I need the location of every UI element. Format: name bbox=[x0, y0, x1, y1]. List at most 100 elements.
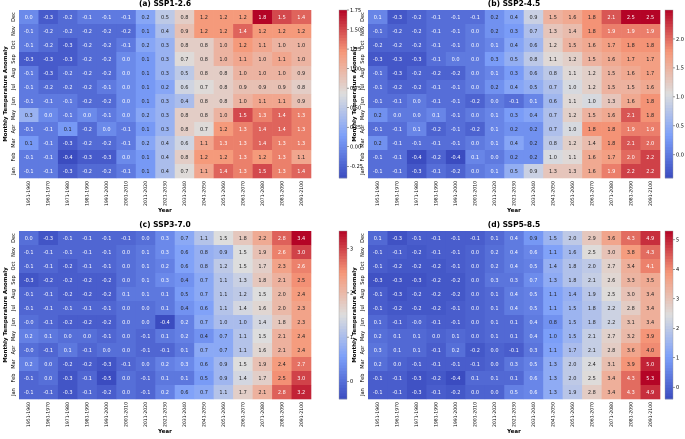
heatmap-cell bbox=[291, 52, 312, 67]
x-tick-label: 1961-1970 bbox=[46, 402, 52, 427]
colorbar-segment bbox=[339, 345, 347, 349]
colorbar-frame bbox=[664, 9, 674, 179]
colorbar-segment bbox=[339, 259, 347, 263]
colorbar-tick-label: 1 bbox=[676, 356, 679, 362]
cell-label: 1.2 bbox=[239, 292, 247, 298]
cell-label: 0.1 bbox=[142, 57, 150, 63]
heatmap-cell bbox=[465, 315, 486, 330]
heatmap-cell bbox=[484, 357, 505, 372]
y-tick-label: Jul bbox=[360, 84, 366, 91]
heatmap-cell bbox=[621, 329, 641, 344]
heatmap-cell bbox=[96, 38, 117, 53]
cell-label: -0.2 bbox=[82, 85, 92, 91]
cell-label: 0.1 bbox=[142, 292, 150, 298]
colorbar-segment bbox=[665, 138, 673, 142]
heatmap-cell bbox=[38, 10, 59, 25]
colorbar-segment bbox=[339, 303, 347, 307]
colorbar-segment bbox=[665, 351, 673, 355]
cell-label: 1.5 bbox=[278, 15, 286, 21]
heatmap-cell bbox=[523, 108, 544, 123]
cell-label: -0.1 bbox=[24, 43, 34, 49]
heatmap-cell bbox=[406, 259, 427, 274]
heatmap-cell bbox=[291, 343, 312, 358]
cell-label: 0.7 bbox=[180, 236, 188, 242]
heatmap-cell bbox=[135, 66, 156, 81]
colorbar-segment bbox=[665, 284, 673, 288]
cell-label: -0.2 bbox=[102, 320, 112, 326]
heatmap-cell bbox=[96, 371, 117, 386]
heatmap-cell bbox=[155, 150, 176, 165]
cell-label: 3.2 bbox=[627, 334, 635, 340]
heatmap-cell bbox=[194, 38, 214, 53]
y-axis-label: Monthly Temperature Anomaly bbox=[352, 46, 358, 142]
heatmap-cell bbox=[19, 371, 39, 386]
cell-label: 0.0 bbox=[122, 278, 130, 284]
cell-label: 1.6 bbox=[607, 57, 615, 63]
heatmap-cell bbox=[368, 122, 388, 137]
colorbar-segment bbox=[665, 91, 673, 95]
cell-label: 1.9 bbox=[258, 250, 266, 256]
heatmap-cell bbox=[38, 301, 59, 316]
cell-label: 0.0 bbox=[122, 57, 130, 63]
cell-label: -0.1 bbox=[451, 99, 461, 105]
cell-label: 0.0 bbox=[491, 362, 499, 368]
cell-label: -0.2 bbox=[82, 141, 92, 147]
cell-label: -0.1 bbox=[373, 169, 383, 175]
cell-label: 0.9 bbox=[529, 236, 537, 242]
heatmap-cell bbox=[465, 343, 486, 358]
heatmap-cell bbox=[135, 259, 156, 274]
colorbar-segment bbox=[339, 138, 347, 142]
heatmap-cell bbox=[272, 371, 292, 386]
heatmap-cell bbox=[484, 66, 505, 81]
heatmap-cell bbox=[387, 231, 408, 246]
heatmap-cell bbox=[291, 273, 312, 288]
cell-label: 0.6 bbox=[529, 71, 537, 77]
cell-label: 0.0 bbox=[471, 57, 479, 63]
cell-label: 0.1 bbox=[510, 376, 518, 382]
cell-label: -0.1 bbox=[412, 141, 422, 147]
y-tick-label: Dec bbox=[11, 12, 17, 22]
cell-label: 0.1 bbox=[491, 169, 499, 175]
heatmap-cell bbox=[116, 329, 137, 344]
cell-label: 0.5 bbox=[180, 71, 188, 77]
x-tick-label: 2091-2100 bbox=[648, 181, 654, 206]
cell-label: 1.0 bbox=[219, 320, 227, 326]
heatmap-cell bbox=[116, 66, 137, 81]
cell-label: 0.2 bbox=[374, 113, 382, 119]
heatmap-cell bbox=[194, 315, 214, 330]
cell-label: 1.9 bbox=[646, 29, 654, 35]
cell-label: 1.6 bbox=[627, 99, 635, 105]
cell-label: 0.3 bbox=[510, 71, 518, 77]
colorbar-tick-label: 2 bbox=[676, 326, 679, 332]
heatmap-cell bbox=[406, 287, 427, 302]
heatmap-cell bbox=[465, 329, 486, 344]
heatmap-cell bbox=[523, 80, 544, 95]
cell-label: 1.5 bbox=[627, 85, 635, 91]
colorbar-segment bbox=[339, 80, 347, 84]
heatmap-cell bbox=[57, 136, 78, 151]
heatmap-cell bbox=[543, 136, 563, 151]
x-tick-label: 2021-2030 bbox=[512, 402, 518, 427]
cell-label: -0.3 bbox=[43, 15, 53, 21]
heatmap-cell bbox=[484, 24, 505, 39]
heatmap-cell bbox=[562, 150, 583, 165]
heatmap-cell bbox=[96, 385, 117, 400]
heatmap-cell bbox=[445, 150, 466, 165]
cell-label: 1.3 bbox=[549, 29, 557, 35]
heatmap-cell bbox=[38, 122, 59, 137]
cell-label: 0.2 bbox=[510, 155, 518, 161]
heatmap-cell bbox=[368, 38, 388, 53]
cell-label: -0.2 bbox=[392, 264, 402, 270]
colorbar-segment bbox=[339, 38, 347, 42]
heatmap-cell bbox=[57, 245, 78, 260]
heatmap-cell bbox=[96, 94, 117, 109]
cell-label: 0.3 bbox=[510, 362, 518, 368]
colorbar-segment bbox=[665, 63, 673, 67]
cell-label: 0.0 bbox=[413, 113, 421, 119]
heatmap-cell bbox=[38, 259, 59, 274]
heatmap-cell bbox=[621, 52, 641, 67]
cell-label: -0.1 bbox=[451, 29, 461, 35]
heatmap-cell bbox=[543, 287, 563, 302]
cell-label: 0.1 bbox=[161, 306, 169, 312]
cell-label: 4.3 bbox=[627, 376, 635, 382]
